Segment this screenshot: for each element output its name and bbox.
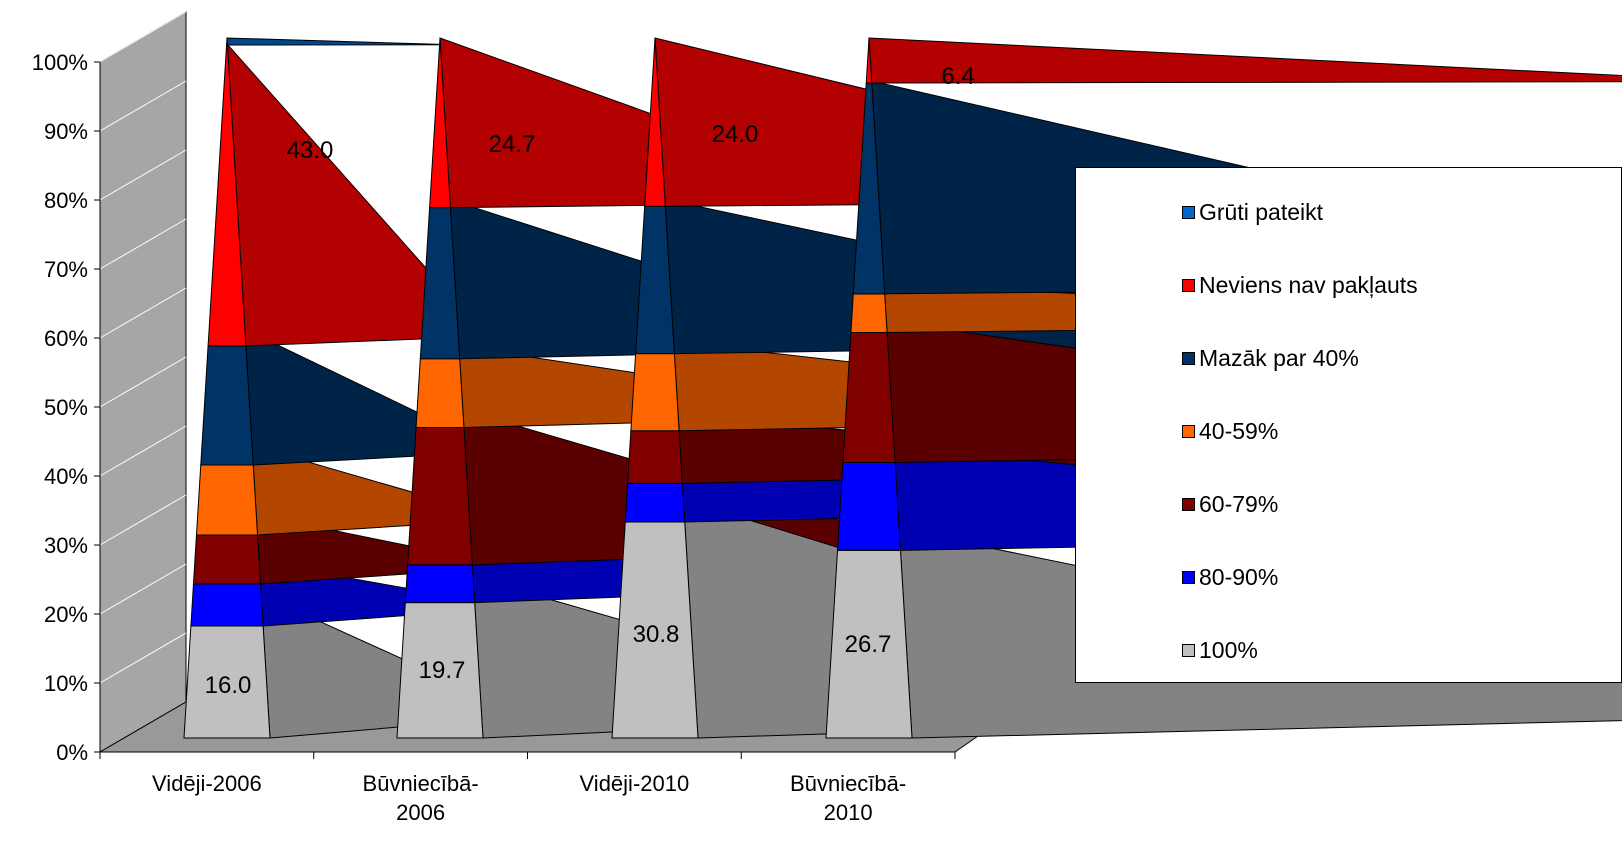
x-tick-label: Būvniecībā-: [790, 771, 906, 796]
pyramid-segment: [200, 345, 254, 466]
gridline: [99, 632, 187, 684]
pyramid-segment: [404, 564, 476, 604]
data-labels: 16.0 19.7 30.8 26.7 43.0 24.7 24.0 6.4: [205, 63, 975, 699]
data-label: 24.0: [712, 121, 759, 148]
legend-item: 60-79%: [1182, 489, 1278, 519]
legend-swatch: [1182, 278, 1195, 292]
x-tick-label: Būvniecībā-: [363, 771, 479, 796]
gridline: [99, 494, 187, 546]
legend-swatch: [1182, 497, 1195, 511]
y-tick-label: 40%: [44, 464, 88, 489]
legend-item: Neviens nav pakļauts: [1182, 270, 1418, 300]
x-tick-label: Vidēji-2006: [152, 771, 262, 796]
pyramid-segment-side: [868, 37, 1622, 84]
data-label: 43.0: [287, 137, 334, 164]
data-label: 19.7: [419, 657, 466, 684]
legend-label: 40-59%: [1199, 417, 1279, 444]
pyramid-segment-side: [226, 37, 455, 46]
y-tick-label: 90%: [44, 119, 88, 144]
pyramid-segment: [190, 583, 264, 627]
y-axis: 0% 10% 20% 30% 40% 50% 60% 70% 80% 90% 100%: [32, 50, 101, 765]
gridline: [99, 149, 187, 201]
pyramid-segment: [644, 37, 666, 207]
gridline: [99, 11, 187, 63]
chart-back-wall: [99, 11, 187, 753]
y-tick-label: 80%: [44, 188, 88, 213]
legend-swatch: [1182, 351, 1195, 365]
pyramid-segment: [850, 293, 888, 333]
legend-swatch: [1182, 205, 1195, 219]
x-tick-label-line2: 2006: [396, 800, 445, 825]
data-label: 24.7: [489, 131, 536, 158]
legend-label: Grūti pateikt: [1199, 198, 1323, 225]
legend-label: 80-90%: [1199, 563, 1279, 590]
legend-item: Mazāk par 40%: [1182, 343, 1359, 373]
gridline: [99, 287, 187, 339]
data-label: 30.8: [633, 621, 680, 648]
legend-item: 40-59%: [1182, 416, 1278, 446]
data-label: 16.0: [205, 672, 252, 699]
legend: Grūti pateikt Neviens nav pakļauts Mazāk p…: [1075, 167, 1622, 683]
y-tick-label: 60%: [44, 326, 88, 351]
pyramid-segment: [836, 461, 902, 551]
legend-swatch: [1182, 570, 1195, 584]
y-tick-label: 50%: [44, 395, 88, 420]
x-axis: Vidēji-2006 Būvniecībā- 2006 Vidēji-2010 Būv…: [99, 751, 956, 825]
pyramid-segment: [226, 37, 228, 46]
pyramid: [183, 37, 530, 739]
legend-label: Mazāk par 40%: [1199, 344, 1359, 371]
gridline: [99, 425, 187, 477]
pyramid-segment: [865, 37, 873, 84]
legend-swatch: [1182, 643, 1195, 657]
pyramid-segment: [195, 464, 259, 536]
y-tick-label: 70%: [44, 257, 88, 282]
pyramid-segment: [630, 353, 680, 432]
legend-label: 100%: [1199, 636, 1258, 663]
pyramid-segment: [624, 482, 686, 523]
pyramid-segment: [627, 430, 683, 484]
legend-label: 60-79%: [1199, 490, 1279, 517]
pyramid-segment: [407, 426, 473, 566]
pyramids: [183, 37, 1622, 739]
pyramid-segment: [192, 534, 262, 585]
pyramid-segment: [842, 331, 896, 463]
gridline: [99, 218, 187, 270]
legend-swatch: [1182, 424, 1195, 438]
y-tick-label: 0%: [56, 740, 88, 765]
y-tick-label: 10%: [44, 671, 88, 696]
pyramid-segment: [415, 358, 465, 428]
y-tick-label: 20%: [44, 602, 88, 627]
gridline: [99, 563, 187, 615]
x-tick-label-line2: 2010: [824, 800, 873, 825]
data-label: 26.7: [845, 631, 892, 658]
y-tick-label: 30%: [44, 533, 88, 558]
gridline: [99, 80, 187, 132]
legend-label: Neviens nav pakļauts: [1199, 271, 1418, 298]
x-tick-label: Vidēji-2010: [580, 771, 690, 796]
legend-item: Grūti pateikt: [1182, 197, 1323, 227]
gridline: [99, 356, 187, 408]
y-tick-label: 100%: [32, 50, 88, 75]
legend-item: 80-90%: [1182, 562, 1278, 592]
pyramid-segment: [429, 37, 451, 209]
data-label: 6.4: [941, 63, 974, 90]
legend-item: 100%: [1182, 635, 1258, 665]
